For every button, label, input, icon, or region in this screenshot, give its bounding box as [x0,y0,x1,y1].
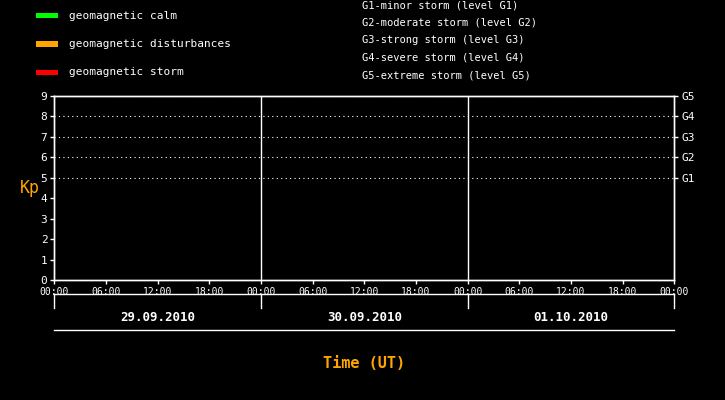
Text: G1-minor storm (level G1): G1-minor storm (level G1) [362,0,519,10]
Text: 30.09.2010: 30.09.2010 [327,311,402,324]
Text: G5-extreme storm (level G5): G5-extreme storm (level G5) [362,70,531,80]
Text: G3-strong storm (level G3): G3-strong storm (level G3) [362,35,525,45]
Text: geomagnetic disturbances: geomagnetic disturbances [69,39,231,49]
Text: 01.10.2010: 01.10.2010 [534,311,608,324]
Bar [36,41,58,47]
Bar [36,70,58,75]
Text: 29.09.2010: 29.09.2010 [120,311,195,324]
Text: geomagnetic calm: geomagnetic calm [69,11,177,21]
Text: Time (UT): Time (UT) [323,356,405,372]
Y-axis label: Kp: Kp [20,179,40,197]
Text: G4-severe storm (level G4): G4-severe storm (level G4) [362,53,525,63]
Text: geomagnetic storm: geomagnetic storm [69,67,183,77]
Text: G2-moderate storm (level G2): G2-moderate storm (level G2) [362,18,537,28]
Bar [36,13,58,18]
